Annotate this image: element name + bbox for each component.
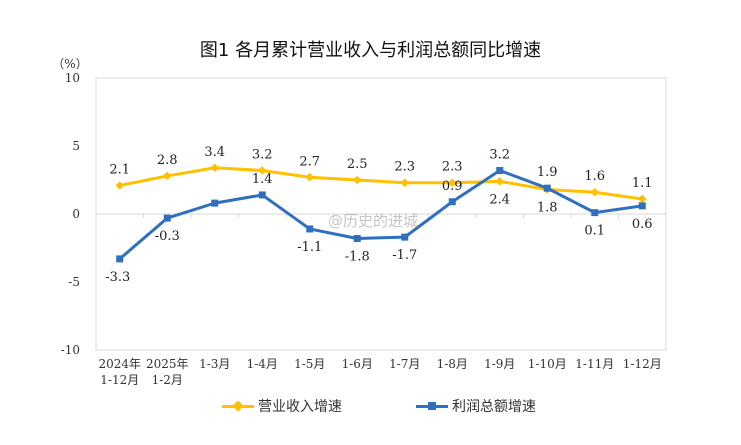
x-tick-label: 1-9月	[484, 357, 515, 371]
data-point	[211, 199, 219, 207]
data-point	[306, 225, 314, 233]
data-point	[353, 234, 361, 242]
data-point	[115, 181, 124, 190]
watermark: @历史的进城	[328, 212, 419, 230]
data-label: -1.8	[345, 249, 370, 264]
x-tick-label: 1-4月	[247, 357, 278, 371]
y-tick-label: 5	[72, 139, 80, 153]
series-line-0	[119, 166, 643, 201]
data-label: -0.3	[155, 229, 180, 244]
data-point	[305, 173, 314, 182]
y-tick-label: 10	[65, 71, 80, 85]
data-label: 2.4	[489, 192, 510, 207]
data-point	[163, 171, 172, 181]
data-label: 1.6	[584, 169, 605, 184]
data-point	[400, 178, 409, 187]
x-tick-label: 1-12月	[623, 357, 662, 371]
data-point	[543, 184, 551, 192]
data-point	[258, 166, 267, 175]
x-tick-label: 2024年	[98, 357, 141, 371]
data-label: 1.1	[632, 176, 653, 191]
data-label: -1.1	[297, 240, 322, 255]
data-label: 3.2	[252, 147, 273, 162]
x-tick-label: 1-5月	[294, 357, 325, 371]
data-point	[495, 177, 504, 186]
series-line-1	[118, 168, 643, 261]
data-label: -3.3	[105, 270, 130, 285]
data-point	[591, 209, 599, 217]
x-tick-label: 1-7月	[389, 357, 420, 371]
data-label: 2.7	[299, 154, 320, 169]
data-label: 3.4	[204, 145, 225, 160]
data-point	[258, 191, 266, 199]
x-tick-label: 1-3月	[199, 357, 230, 371]
data-label: 1.9	[537, 165, 558, 180]
y-tick-label: 0	[72, 207, 80, 221]
chart-title: 图1 各月累计营业收入与利润总额同比增速	[199, 40, 542, 61]
data-point	[448, 198, 456, 206]
x-tick-label: 1-10月	[528, 357, 567, 371]
data-label: 2.1	[109, 162, 130, 177]
legend-item-revenue: 营业收入增速	[222, 396, 342, 416]
data-point	[496, 166, 504, 174]
x-tick-label: 1-11月	[575, 357, 614, 371]
data-point	[163, 214, 171, 222]
data-label: 2.3	[394, 160, 415, 175]
x-tick-label: 1-6月	[342, 357, 373, 371]
y-axis-unit: （%）	[52, 57, 87, 71]
legend-label-profit: 利润总额增速	[452, 399, 536, 415]
data-label: 2.8	[157, 153, 178, 168]
legend-swatch-revenue	[222, 399, 254, 412]
legend-item-profit: 利润总额增速	[416, 396, 536, 416]
data-label: 2.5	[347, 157, 368, 172]
data-point	[210, 163, 219, 173]
data-point	[638, 202, 646, 210]
data-label: 0.6	[632, 217, 653, 232]
x-tick-label: 1-12月	[100, 373, 139, 387]
x-tick-label: 2025年	[146, 357, 189, 371]
y-tick-label: -10	[61, 343, 80, 357]
data-label: 1.4	[252, 172, 273, 187]
data-label: 1.8	[537, 201, 558, 216]
data-point	[448, 178, 457, 187]
data-label: 0.1	[584, 224, 605, 239]
y-tick-label: -5	[68, 275, 80, 289]
data-label: 2.3	[442, 160, 463, 175]
data-label: -1.7	[392, 248, 417, 263]
legend-label-revenue: 营业收入增速	[258, 399, 342, 415]
data-point	[116, 255, 124, 263]
x-tick-label: 1-2月	[152, 373, 183, 387]
data-label: 3.2	[489, 147, 510, 162]
legend-swatch-profit	[416, 401, 448, 410]
data-label: 0.9	[442, 179, 463, 194]
x-tick-label: 1-8月	[437, 357, 468, 371]
data-point	[401, 233, 409, 241]
data-point	[353, 175, 362, 185]
